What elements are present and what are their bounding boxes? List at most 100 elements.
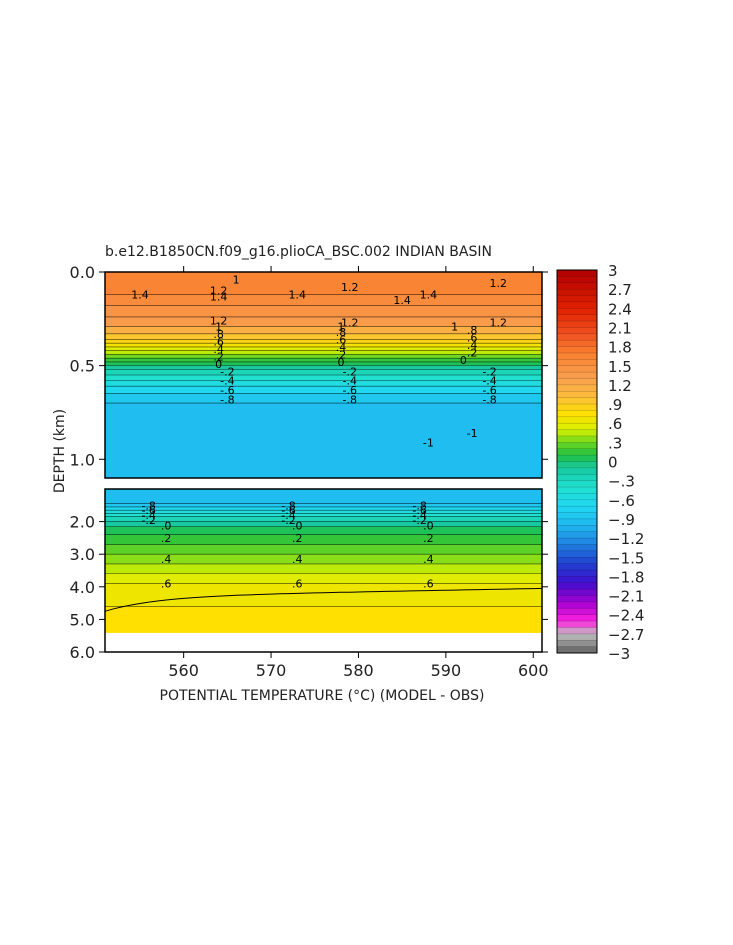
chart-title: b.e12.B1850CN.f09_g16.plioCA_BSC.002 IND… — [105, 244, 492, 260]
colorbar-swatch — [557, 544, 597, 552]
upper-band — [105, 369, 542, 376]
upper-band — [105, 316, 542, 327]
upper-contour-label: -.8 — [482, 393, 496, 406]
upper-contour-label: .4 — [336, 341, 347, 354]
colorbar-swatch — [557, 295, 597, 303]
lower-band — [105, 513, 542, 518]
colorbar-label: −.6 — [608, 492, 635, 510]
colorbar-label: −3 — [608, 645, 630, 663]
lower-contour-label: .6 — [292, 578, 303, 591]
upper-contour-label: 1.4 — [420, 288, 438, 301]
colorbar-swatch — [557, 455, 597, 462]
lower-band — [105, 544, 542, 555]
lower-band — [105, 563, 542, 575]
upper-contour-label: 1 — [233, 273, 240, 286]
lower-contour-label: -.8 — [412, 499, 426, 512]
lower-contour-label: -.2 — [412, 514, 426, 527]
upper-contour-label: 1 — [451, 320, 458, 333]
lower-band — [105, 503, 542, 508]
upper-band — [105, 354, 542, 359]
colorbar-swatch — [557, 646, 597, 654]
upper-contour-label: -.8 — [342, 393, 356, 406]
colorbar-label: 2.4 — [608, 300, 632, 318]
x-tick-label: 590 — [431, 661, 462, 680]
colorbar-swatch — [557, 346, 597, 354]
colorbar-swatch — [557, 582, 597, 590]
upper-contour-label: .4 — [213, 343, 224, 356]
colorbar-swatch — [557, 410, 597, 418]
upper-contour-label: -.6 — [342, 384, 356, 397]
upper-contour-label: 1.2 — [341, 317, 359, 330]
y-axis-label: DEPTH (km) — [52, 409, 68, 493]
colorbar-swatch — [557, 423, 597, 430]
upper-contour-label: -.6 — [220, 384, 234, 397]
upper-contour-label: 1 — [215, 320, 222, 333]
colorbar-swatch — [557, 627, 597, 635]
upper-band — [105, 305, 542, 318]
colorbar-swatch — [557, 282, 597, 290]
lower-panel: -.8-.6-.4-.2-.8-.6-.4-.2-.8-.6-.4-.2.0.0… — [70, 488, 548, 662]
colorbar-swatch — [557, 359, 597, 367]
upper-contour-label: 1.4 — [210, 290, 228, 303]
lower-contour-label: .2 — [292, 532, 303, 545]
upper-band — [105, 326, 542, 335]
colorbar-frame — [556, 269, 598, 654]
lower-contour-label: .4 — [161, 553, 172, 566]
colorbar-swatch — [557, 378, 597, 386]
x-axis-label: POTENTIAL TEMPERATURE (°C) (MODEL - OBS) — [160, 688, 485, 704]
upper-contour-label: -.2 — [220, 365, 234, 378]
upper-contour-label: -1 — [423, 436, 434, 449]
colorbar-label: −1.5 — [608, 549, 644, 567]
colorbar-label: −2.4 — [608, 607, 644, 625]
upper-band — [105, 346, 542, 352]
upper-y-tick-label: 0.0 — [70, 263, 95, 282]
upper-contour-label: .8 — [336, 326, 347, 339]
lower-band — [105, 573, 542, 585]
colorbar-swatch — [557, 384, 597, 392]
colorbar-label: 0 — [608, 454, 618, 472]
upper-band — [105, 380, 542, 387]
upper-band — [105, 272, 542, 295]
colorbar-swatch — [557, 416, 597, 424]
lower-band — [105, 534, 542, 545]
lower-y-tick-label: 6.0 — [70, 643, 95, 662]
upper-band — [105, 403, 542, 479]
colorbar: 32.72.42.11.81.51.2.9.6.30−.3−.6−.9−1.2−… — [556, 262, 644, 663]
colorbar-label: −1.8 — [608, 568, 644, 586]
lower-band — [105, 554, 542, 565]
colorbar-swatch — [557, 506, 597, 513]
colorbar-swatch — [557, 467, 597, 475]
upper-contour-label: .2 — [336, 348, 347, 361]
lower-contour-label: .0 — [292, 520, 303, 533]
colorbar-swatch — [557, 372, 597, 379]
upper-contour-label: .4 — [467, 339, 478, 352]
colorbar-label: 1.2 — [608, 377, 632, 395]
upper-contour-label: 1.2 — [210, 285, 228, 298]
upper-contour-label: .2 — [213, 350, 224, 363]
colorbar-label: 3 — [608, 262, 618, 280]
upper-contour-label: .2 — [467, 347, 478, 360]
colorbar-swatch — [557, 487, 597, 494]
lower-contour-label: -.8 — [281, 499, 295, 512]
upper-panel: 11.2 1.21.4 1.4 1.41.21.4 1.41.2 1.2 1.21 1 1.8.… — [70, 263, 548, 479]
colorbar-label: 1.8 — [608, 339, 632, 357]
lower-band — [105, 510, 542, 514]
upper-band — [105, 365, 542, 370]
colorbar-swatch — [557, 435, 597, 443]
upper-contour-label: -.4 — [482, 375, 496, 388]
upper-band — [105, 333, 542, 340]
lower-contour-label: .0 — [423, 520, 434, 533]
lower-contour-label: -.4 — [412, 509, 426, 522]
upper-band — [105, 393, 542, 404]
colorbar-swatch — [557, 448, 597, 456]
lower-y-tick-label: 2.0 — [70, 513, 95, 532]
colorbar-swatch — [557, 474, 597, 482]
lower-contour-label: -.2 — [141, 514, 155, 527]
colorbar-swatch — [557, 270, 597, 277]
upper-contour-label: 1 — [337, 320, 344, 333]
lower-contour-label: .0 — [161, 520, 172, 533]
upper-contour-label: 1.2 — [490, 317, 508, 330]
colorbar-swatch — [557, 595, 597, 603]
lower-band — [105, 583, 542, 607]
